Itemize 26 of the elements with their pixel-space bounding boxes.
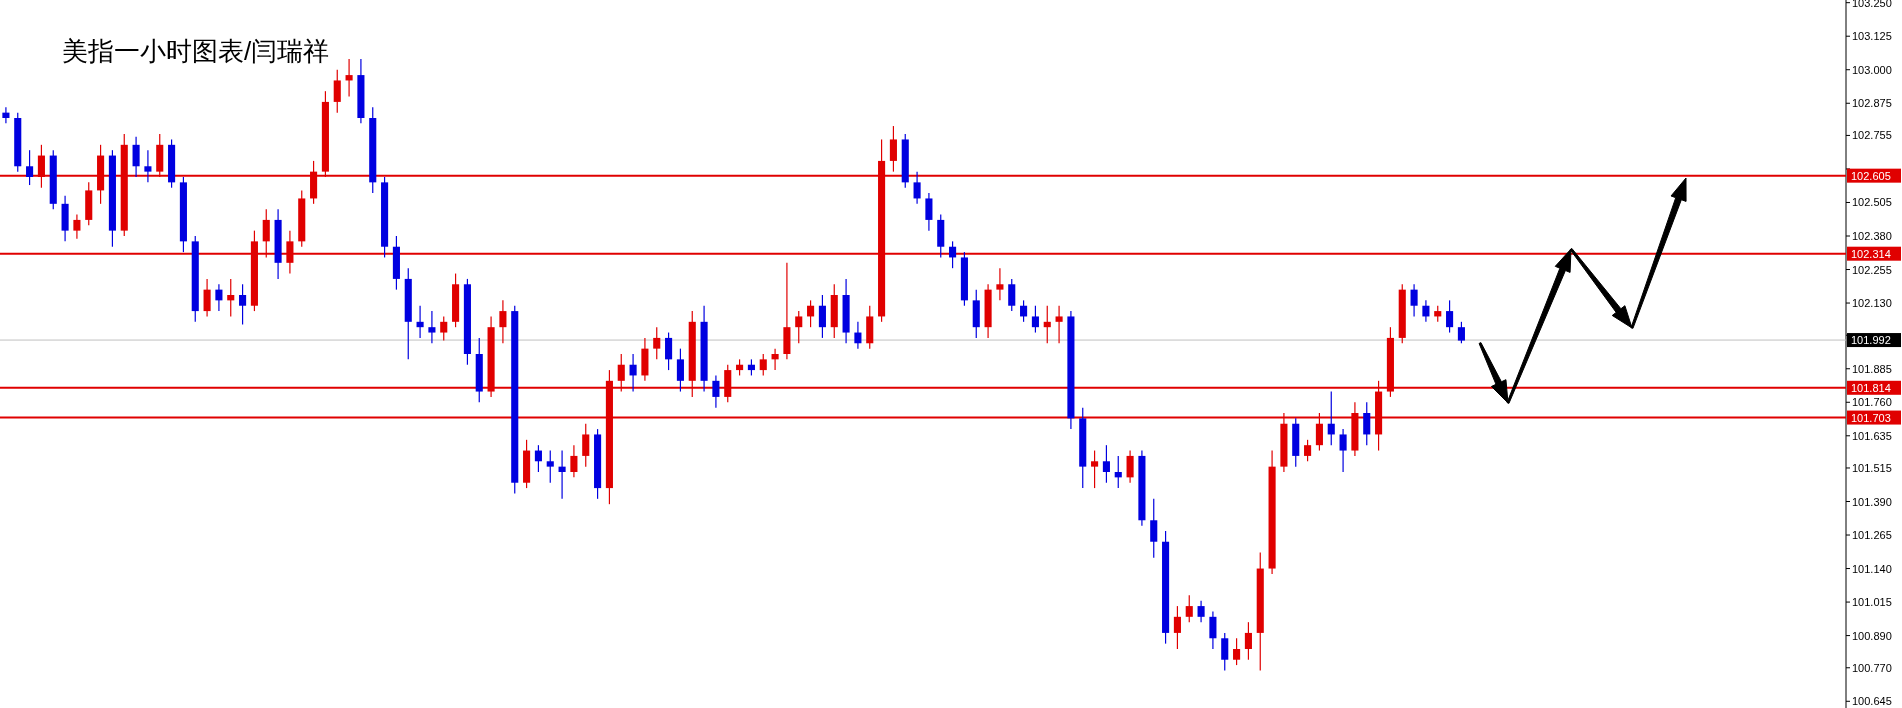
y-tick-label: 100.770 bbox=[1852, 661, 1892, 674]
y-tick-label: 102.875 bbox=[1852, 97, 1892, 110]
y-tick-label: 101.760 bbox=[1852, 396, 1892, 409]
y-tick-label: 101.140 bbox=[1852, 562, 1892, 575]
y-tick-label: 100.645 bbox=[1852, 695, 1892, 708]
y-tick-label: 101.015 bbox=[1852, 596, 1892, 609]
y-tick-label: 103.000 bbox=[1852, 63, 1892, 76]
y-tick-label: 101.265 bbox=[1852, 529, 1892, 542]
y-tick-label: 103.125 bbox=[1852, 30, 1892, 43]
ref-line-label: 102.314 bbox=[1851, 247, 1891, 260]
y-tick-label: 101.390 bbox=[1852, 495, 1892, 508]
y-tick-label: 102.380 bbox=[1852, 230, 1892, 242]
ref-line-label: 101.992 bbox=[1851, 334, 1891, 347]
y-tick-label: 101.515 bbox=[1852, 461, 1892, 474]
text: 美指一小时图表/闫瑞祥 bbox=[62, 36, 330, 66]
y-tick-label: 101.635 bbox=[1852, 429, 1892, 442]
ref-line-label: 102.605 bbox=[1851, 169, 1891, 182]
ref-line-label: 101.814 bbox=[1851, 381, 1891, 394]
y-tick-label: 102.505 bbox=[1852, 196, 1892, 209]
y-tick-label: 100.890 bbox=[1852, 629, 1892, 642]
ref-line-label: 101.703 bbox=[1851, 411, 1891, 424]
y-tick-label: 102.755 bbox=[1852, 129, 1892, 142]
y-tick-label: 102.255 bbox=[1852, 263, 1892, 276]
y-tick-label: 103.250 bbox=[1852, 0, 1892, 9]
y-tick-label: 102.130 bbox=[1852, 297, 1892, 310]
y-tick-label: 101.885 bbox=[1852, 362, 1892, 375]
